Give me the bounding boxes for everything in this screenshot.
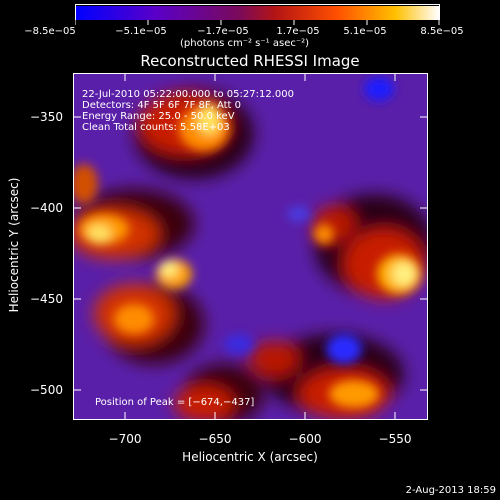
colorbar-units: (photons cm⁻² s⁻¹ asec⁻²) xyxy=(180,38,310,49)
colorbar-tick-label: 5.1e−05 xyxy=(343,26,387,37)
colorbar-tick-label: 8.5e−05 xyxy=(420,26,464,37)
colorbar-tick-label: −1.7e−05 xyxy=(197,26,249,37)
y-tick-label: −450 xyxy=(30,292,63,306)
info-time-range: 22-Jul-2010 05:22:00.000 to 05:27:12.000 xyxy=(82,89,294,100)
colorbar-tick-label: 1.7e−05 xyxy=(276,26,320,37)
x-tick-label: −550 xyxy=(378,432,412,446)
y-tick-label: −350 xyxy=(30,110,63,124)
info-clean-counts: Clean Total counts: 5.58E+03 xyxy=(82,122,230,133)
footer-timestamp: 2-Aug-2013 18:59 xyxy=(405,485,496,496)
x-tick-label: −600 xyxy=(288,432,322,446)
info-energy-range: Energy Range: 25.0 - 50.0 keV xyxy=(82,111,235,122)
x-axis-label: Heliocentric X (arcsec) xyxy=(182,450,318,464)
info-detectors: Detectors: 4F 5F 6F 7F 8F, Att 0 xyxy=(82,100,242,111)
x-tick-label: −700 xyxy=(108,432,142,446)
y-tick-label: −400 xyxy=(30,201,63,215)
image-title: Reconstructed RHESSI Image xyxy=(140,52,360,70)
colorbar-ticks xyxy=(75,20,440,25)
axis-ticks xyxy=(73,73,428,420)
y-tick-label: −500 xyxy=(30,383,63,397)
y-axis-label: Heliocentric Y (arcsec) xyxy=(7,177,21,313)
peak-position: Position of Peak = [−674,−437] xyxy=(95,397,255,408)
colorbar-tick-label: −5.1e−05 xyxy=(115,26,167,37)
colorbar-tick-label: −8.5e−05 xyxy=(24,26,76,37)
rhessi-image: 22-Jul-2010 05:22:00.000 to 05:27:12.000… xyxy=(73,73,428,420)
colorbar xyxy=(75,4,440,20)
x-tick-label: −650 xyxy=(198,432,232,446)
